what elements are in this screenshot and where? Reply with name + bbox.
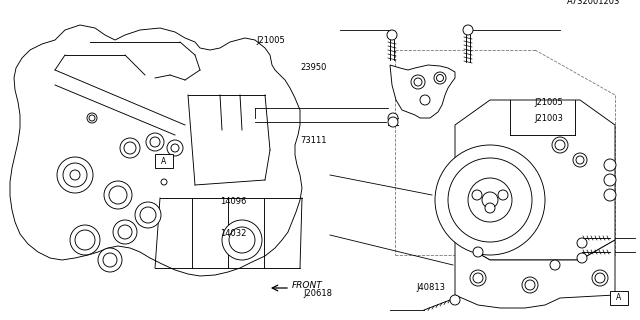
Circle shape (161, 179, 167, 185)
FancyBboxPatch shape (155, 154, 173, 168)
Text: J20618: J20618 (304, 289, 333, 298)
Circle shape (573, 153, 587, 167)
Circle shape (89, 115, 95, 121)
Circle shape (104, 181, 132, 209)
Polygon shape (10, 25, 302, 276)
Circle shape (113, 220, 137, 244)
Circle shape (109, 186, 127, 204)
Circle shape (450, 295, 460, 305)
Circle shape (70, 170, 80, 180)
Circle shape (485, 203, 495, 213)
Circle shape (70, 225, 100, 255)
Circle shape (75, 230, 95, 250)
Circle shape (577, 238, 587, 248)
Text: J40813: J40813 (416, 284, 445, 292)
Circle shape (414, 78, 422, 86)
Text: 73111: 73111 (300, 136, 326, 145)
Text: J21003: J21003 (534, 114, 563, 123)
Circle shape (473, 273, 483, 283)
Circle shape (550, 260, 560, 270)
Circle shape (448, 158, 532, 242)
Circle shape (576, 156, 584, 164)
Circle shape (592, 270, 608, 286)
Polygon shape (455, 100, 615, 260)
Circle shape (468, 178, 512, 222)
Circle shape (118, 225, 132, 239)
Circle shape (222, 220, 262, 260)
Circle shape (472, 190, 482, 200)
Circle shape (473, 247, 483, 257)
Circle shape (388, 117, 398, 127)
Text: J21005: J21005 (256, 36, 285, 45)
Text: 23950: 23950 (300, 63, 326, 72)
Circle shape (604, 189, 616, 201)
Text: 14096: 14096 (220, 197, 246, 206)
Circle shape (463, 25, 473, 35)
Text: FRONT: FRONT (292, 281, 323, 290)
Circle shape (57, 157, 93, 193)
Circle shape (87, 113, 97, 123)
Circle shape (525, 280, 535, 290)
Circle shape (522, 277, 538, 293)
Circle shape (577, 253, 587, 263)
Circle shape (140, 207, 156, 223)
Circle shape (434, 72, 446, 84)
Circle shape (98, 248, 122, 272)
Circle shape (103, 253, 117, 267)
Circle shape (229, 227, 255, 253)
Circle shape (470, 270, 486, 286)
Circle shape (604, 174, 616, 186)
Text: 14032: 14032 (220, 229, 246, 238)
Circle shape (150, 137, 160, 147)
Text: A: A (616, 293, 621, 302)
FancyBboxPatch shape (610, 291, 628, 305)
Circle shape (595, 273, 605, 283)
Circle shape (436, 75, 444, 82)
Text: A732001203: A732001203 (568, 0, 621, 6)
Circle shape (167, 140, 183, 156)
Circle shape (552, 137, 568, 153)
Circle shape (63, 163, 87, 187)
Circle shape (146, 133, 164, 151)
Circle shape (135, 202, 161, 228)
Circle shape (498, 190, 508, 200)
Text: J21005: J21005 (534, 98, 563, 107)
Circle shape (604, 159, 616, 171)
Circle shape (411, 75, 425, 89)
Circle shape (171, 144, 179, 152)
Circle shape (482, 192, 498, 208)
Circle shape (387, 30, 397, 40)
Circle shape (555, 140, 565, 150)
Polygon shape (455, 240, 615, 308)
Polygon shape (390, 65, 455, 118)
Circle shape (435, 145, 545, 255)
Circle shape (388, 113, 398, 123)
Circle shape (420, 95, 430, 105)
Circle shape (120, 138, 140, 158)
Text: A: A (161, 156, 166, 165)
Circle shape (124, 142, 136, 154)
